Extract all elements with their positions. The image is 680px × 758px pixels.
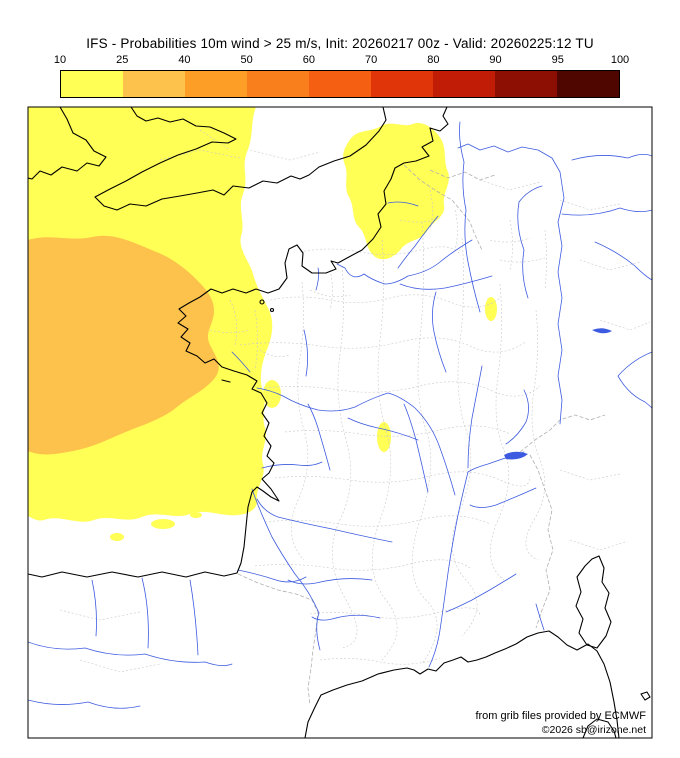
scale-tick-label: 70	[364, 54, 378, 66]
department-borders	[59, 129, 651, 673]
scale-tick-label: 100	[610, 54, 630, 66]
belle-ile	[221, 379, 231, 383]
coastline-island	[640, 691, 651, 701]
scale-tick-label: 60	[302, 54, 315, 66]
scale-segment	[185, 71, 247, 97]
coastline-ireland	[28, 107, 107, 180]
scale-segment	[433, 71, 495, 97]
probability-area-10-25-spot	[151, 519, 175, 529]
scale-tick-label: 40	[178, 54, 191, 66]
scale-tick-label: 95	[551, 54, 564, 66]
scale-segment	[247, 71, 309, 97]
probability-area-25-40-atlantic	[28, 235, 219, 455]
scale-tick-label: 50	[240, 54, 253, 66]
scale-tick-label: 10	[53, 54, 67, 66]
channel-island	[259, 299, 265, 305]
scale-segment	[557, 71, 619, 97]
probability-area-10-25-spot	[110, 533, 124, 541]
color-scale: 10 25 40 50 60 70 80 90 95 100	[54, 54, 629, 98]
map-frame	[27, 106, 653, 739]
probability-area-10-25-spot	[190, 512, 202, 518]
coastline-corsica	[575, 555, 612, 649]
coastline-mediterranean	[304, 630, 620, 738]
lake-constance	[592, 328, 612, 334]
coastline-england	[94, 107, 387, 211]
scale-segment	[371, 71, 433, 97]
probability-area-10-25-channel	[343, 123, 449, 260]
coastlines	[28, 107, 651, 738]
probability-area-10-25-spot	[377, 422, 391, 452]
coastline-france-west	[28, 107, 449, 578]
chart-title: IFS - Probabilities 10m wind > 25 m/s, I…	[86, 36, 594, 51]
scale-segment	[495, 71, 557, 97]
scale-segment	[309, 71, 371, 97]
rivers	[28, 121, 652, 709]
lake-geneva	[504, 451, 528, 460]
country-borders	[237, 164, 606, 706]
scale-segment	[123, 71, 185, 97]
probability-areas	[28, 107, 497, 541]
scale-tick-label: 25	[116, 54, 129, 66]
scale-tick-label: 80	[427, 54, 440, 66]
attribution-ecmwf: from grib files provided by ECMWF	[475, 710, 646, 722]
scale-tick-labels: 10 25 40 50 60 70 80 90 95 100	[54, 54, 629, 69]
scale-tick-label: 90	[489, 54, 502, 66]
probability-area-10-25-spot	[485, 297, 497, 321]
channel-island	[269, 307, 275, 313]
scale-segment	[61, 71, 123, 97]
coastline-sardinia	[582, 718, 617, 738]
color-scale-bar	[60, 70, 620, 98]
attribution-copyright: ©2026 sb@irizone.net	[542, 724, 646, 736]
probability-area-10-25-spot	[263, 380, 281, 408]
